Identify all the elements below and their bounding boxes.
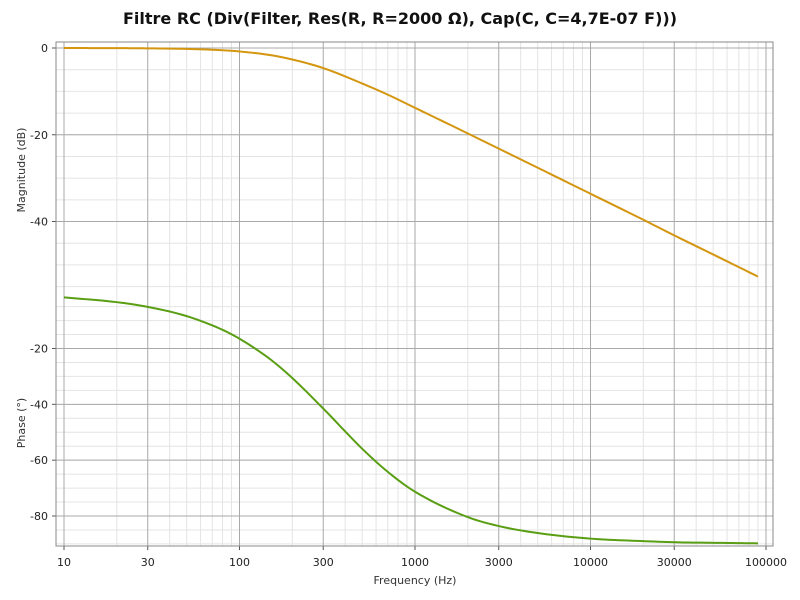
magnitude-y-tick-label: -40	[30, 216, 48, 229]
x-tick-label: 300	[313, 556, 334, 569]
series	[63, 47, 759, 545]
phase-y-tick-label: -40	[30, 398, 48, 411]
magnitude-curve	[63, 47, 759, 278]
grid	[56, 42, 773, 546]
phase-axis-label: Phase (°)	[15, 398, 28, 448]
magnitude-axis-label: Magnitude (dB)	[15, 128, 28, 213]
axes: 10 30 100 300 1000 3000 10000 30000 100000 0 -20 -4…	[30, 41, 787, 569]
x-tick-label: 30	[141, 556, 155, 569]
magnitude-y-tick-label: -20	[30, 129, 48, 142]
chart-title: Filtre RC (Div(Filter, Res(R, R=2000 Ω),…	[122, 9, 678, 28]
phase-curve	[63, 296, 758, 545]
x-axis-label: Frequency (Hz)	[374, 574, 457, 587]
phase-y-tick-label: -20	[30, 343, 48, 356]
plot-frame	[55, 41, 774, 547]
phase-y-tick-label: -80	[30, 510, 48, 523]
x-tick-label: 3000	[485, 556, 513, 569]
labels: Frequency (Hz) Magnitude (dB) Phase (°)	[15, 128, 456, 587]
x-tick-label: 1000	[401, 556, 429, 569]
x-tick-label: 100	[229, 556, 250, 569]
magnitude-y-tick-label: 0	[41, 42, 48, 55]
x-tick-label: 10	[57, 556, 71, 569]
x-tick-label: 30000	[657, 556, 692, 569]
phase-y-tick-label: -60	[30, 454, 48, 467]
x-tick-label: 10000	[573, 556, 608, 569]
x-tick-label: 100000	[745, 556, 787, 569]
